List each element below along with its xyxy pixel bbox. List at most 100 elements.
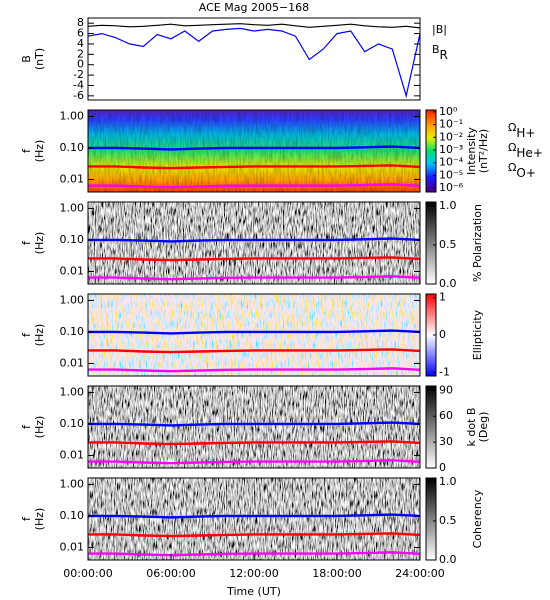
y-tick-label: 0.10 bbox=[60, 325, 85, 338]
y-tick-label: 1.00 bbox=[60, 201, 85, 214]
colorbar-tick-label: -1 bbox=[439, 365, 450, 378]
colorbar-tick-label: 0.0 bbox=[439, 553, 457, 566]
y-tick-label: 0.01 bbox=[60, 356, 85, 369]
y-tick-label: 0.01 bbox=[60, 264, 85, 277]
x-tick-label: 18:00:00 bbox=[312, 567, 361, 580]
y-axis-label: f bbox=[20, 332, 33, 337]
chart-title: ACE Mag 2005−168 bbox=[199, 1, 309, 14]
plot-frame bbox=[87, 293, 421, 377]
colorbar-tick-label: 10⁻² bbox=[439, 130, 463, 143]
y-tick-label: 1.00 bbox=[60, 293, 85, 306]
y-tick-label: 0.01 bbox=[60, 448, 85, 461]
y-tick-label: 0 bbox=[77, 58, 84, 71]
legend-entry: ΩHe+ bbox=[508, 141, 543, 160]
colorbar-tick-label: 1 bbox=[439, 291, 446, 304]
colorbar-tick-label: 1.0 bbox=[439, 475, 457, 488]
colorbar-tick-label: 0.5 bbox=[439, 238, 457, 251]
legend-entry: |B| bbox=[432, 23, 447, 36]
y-axis-label: f bbox=[20, 148, 33, 153]
colorbar bbox=[425, 477, 437, 561]
series-line bbox=[88, 237, 421, 243]
legend-entry: ΩO+ bbox=[508, 161, 536, 180]
y-axis-label: (Hz) bbox=[33, 508, 46, 531]
colorbar-tick-label: 10⁻³ bbox=[439, 143, 463, 156]
colorbar-tick-label: 10⁰ bbox=[439, 105, 458, 118]
plot-frame bbox=[87, 201, 421, 285]
y-axis-label: (Hz) bbox=[33, 324, 46, 347]
series-line bbox=[88, 459, 421, 465]
colorbar-label: Ellipticity bbox=[471, 309, 484, 360]
y-axis-label: (nT) bbox=[33, 48, 46, 70]
colorbar-tick-label: 0.5 bbox=[439, 514, 457, 527]
y-axis-label: f bbox=[20, 516, 33, 521]
y-tick-label: 6 bbox=[77, 27, 84, 40]
series-line bbox=[88, 183, 421, 189]
y-tick-label: 8 bbox=[77, 16, 84, 29]
colorbar-tick-label: 0.0 bbox=[439, 277, 457, 290]
y-tick-label: 2 bbox=[77, 47, 84, 60]
spectrogram bbox=[88, 478, 420, 560]
series-line bbox=[87, 23, 421, 29]
y-tick-label: 0.10 bbox=[60, 233, 85, 246]
y-axis-label: (Hz) bbox=[33, 232, 46, 255]
colorbar-label: Intensity bbox=[465, 127, 478, 175]
colorbar-tick-label: 0 bbox=[439, 461, 446, 474]
x-axis-label: Time (UT) bbox=[226, 585, 281, 598]
y-axis-label: B bbox=[20, 55, 33, 63]
series-line bbox=[88, 145, 421, 151]
series-line bbox=[88, 513, 421, 519]
spectrogram bbox=[88, 294, 420, 376]
spectrogram bbox=[88, 386, 420, 468]
y-tick-label: 0.01 bbox=[60, 172, 85, 185]
y-tick-label: 0.10 bbox=[60, 509, 85, 522]
y-tick-label: 0.10 bbox=[60, 141, 85, 154]
y-tick-label: -4 bbox=[73, 78, 84, 91]
x-tick-label: 00:00:00 bbox=[63, 567, 112, 580]
colorbar-tick-label: 60 bbox=[439, 409, 453, 422]
y-axis-label: f bbox=[20, 424, 33, 429]
series-line bbox=[88, 348, 421, 354]
series-line bbox=[88, 421, 421, 427]
series-line bbox=[88, 256, 421, 262]
colorbar-tick-label: 10⁻⁴ bbox=[439, 156, 464, 169]
y-tick-label: 1.00 bbox=[60, 385, 85, 398]
series-line bbox=[88, 329, 421, 335]
legend-entry: ΩH+ bbox=[508, 121, 535, 140]
series-line bbox=[88, 164, 421, 170]
y-axis-label: f bbox=[20, 240, 33, 245]
colorbar bbox=[425, 385, 437, 469]
y-tick-label: -6 bbox=[73, 89, 84, 102]
x-tick-label: 24:00:00 bbox=[395, 567, 444, 580]
y-axis-label: (Hz) bbox=[33, 140, 46, 163]
series-line bbox=[88, 440, 421, 446]
series-line bbox=[88, 275, 421, 281]
plot-frame bbox=[87, 385, 421, 469]
colorbar-label: k dot B bbox=[465, 408, 478, 447]
legend-entry: BR bbox=[432, 43, 448, 62]
colorbar-tick-label: 10⁻⁶ bbox=[439, 181, 464, 194]
plot-frame bbox=[87, 109, 421, 193]
y-tick-label: -2 bbox=[73, 68, 84, 81]
colorbar-label: (nT²/Hz) bbox=[477, 129, 490, 173]
colorbar-label: Coherency bbox=[471, 489, 484, 548]
series-line bbox=[87, 27, 421, 99]
y-tick-label: 1.00 bbox=[60, 109, 85, 122]
colorbar-tick-label: 10⁻⁵ bbox=[439, 168, 463, 181]
colorbar-label: % Polarization bbox=[471, 204, 484, 282]
series-line bbox=[88, 532, 421, 538]
colorbar-tick-label: 30 bbox=[439, 435, 453, 448]
y-tick-label: 0.01 bbox=[60, 540, 85, 553]
spectrogram-texture bbox=[88, 110, 420, 192]
colorbar bbox=[425, 201, 437, 285]
y-tick-label: 4 bbox=[77, 37, 84, 50]
colorbar-tick-label: 1.0 bbox=[439, 199, 457, 212]
colorbar-label: (Deg) bbox=[477, 412, 490, 443]
x-tick-label: 06:00:00 bbox=[146, 567, 195, 580]
plot-frame bbox=[87, 17, 421, 101]
y-tick-label: 1.00 bbox=[60, 477, 85, 490]
x-tick-label: 12:00:00 bbox=[229, 567, 278, 580]
series-line bbox=[88, 551, 421, 557]
colorbar bbox=[425, 109, 437, 193]
colorbar-tick-label: 10⁻¹ bbox=[439, 118, 463, 131]
y-axis-label: (Hz) bbox=[33, 416, 46, 439]
